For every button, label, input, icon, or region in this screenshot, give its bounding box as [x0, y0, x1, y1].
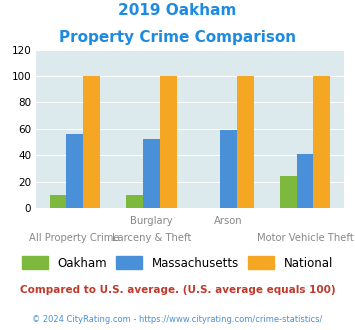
Bar [50, 195, 66, 208]
Text: Arson: Arson [214, 216, 243, 226]
Text: Burglary: Burglary [130, 216, 173, 226]
Bar [220, 130, 237, 208]
Text: All Property Crime: All Property Crime [29, 233, 119, 243]
Bar [126, 195, 143, 208]
Bar [83, 76, 100, 208]
Text: © 2024 CityRating.com - https://www.cityrating.com/crime-statistics/: © 2024 CityRating.com - https://www.city… [32, 315, 323, 324]
Text: 2019 Oakham: 2019 Oakham [118, 3, 237, 18]
Bar [66, 134, 83, 208]
Bar [296, 154, 313, 208]
Legend: Oakham, Massachusetts, National: Oakham, Massachusetts, National [17, 252, 338, 274]
Bar [237, 76, 253, 208]
Text: Larceny & Theft: Larceny & Theft [111, 233, 191, 243]
Text: Compared to U.S. average. (U.S. average equals 100): Compared to U.S. average. (U.S. average … [20, 285, 335, 295]
Bar [143, 139, 160, 208]
Text: Motor Vehicle Theft: Motor Vehicle Theft [257, 233, 354, 243]
Bar [160, 76, 177, 208]
Bar [313, 76, 330, 208]
Bar [280, 176, 296, 208]
Text: Property Crime Comparison: Property Crime Comparison [59, 30, 296, 45]
